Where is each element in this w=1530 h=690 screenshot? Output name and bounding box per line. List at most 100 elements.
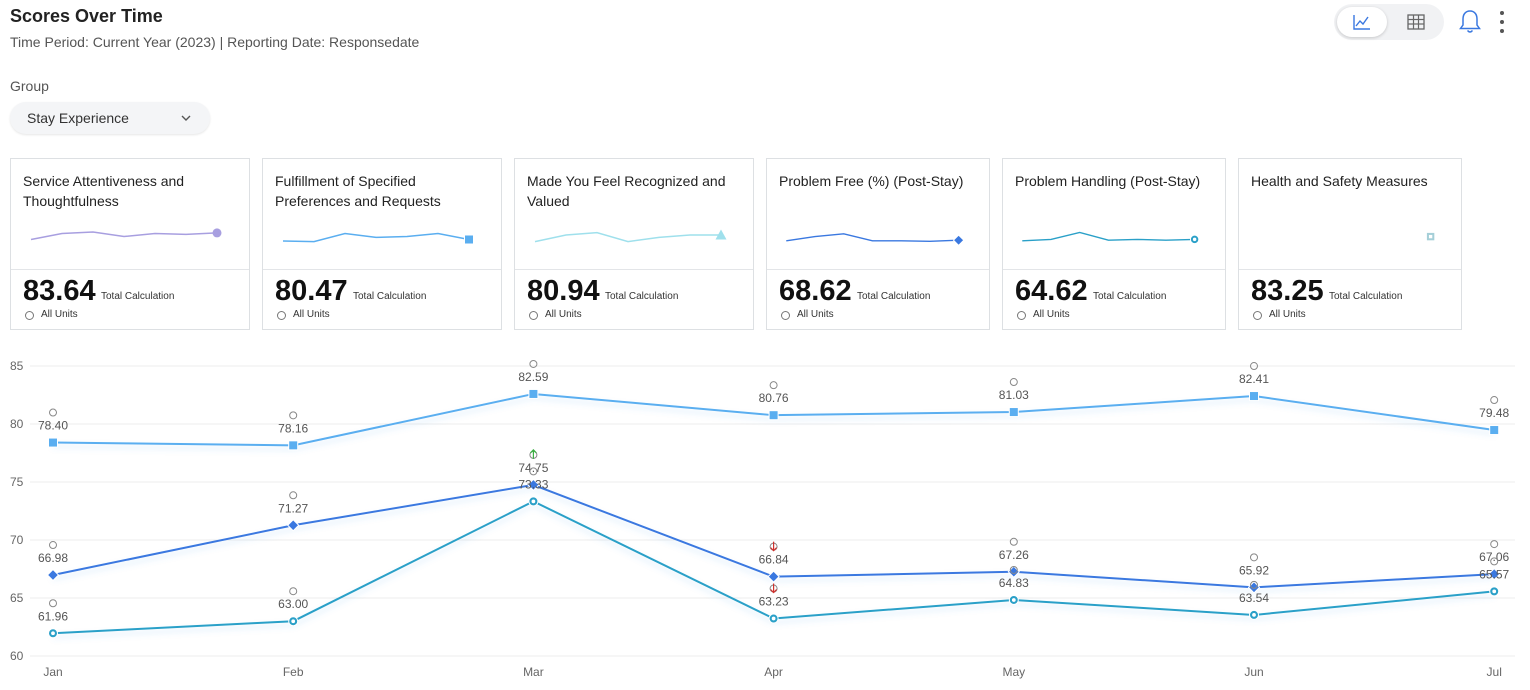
card-units-label: All Units xyxy=(797,309,834,320)
series-line xyxy=(52,500,1495,635)
card-divider xyxy=(1003,269,1225,270)
arrow-up-icon xyxy=(529,449,537,459)
metric-card[interactable]: Fulfillment of Specified Preferences and… xyxy=(262,158,502,330)
card-sparkline xyxy=(1425,231,1436,242)
benchmark-marker xyxy=(289,491,298,500)
card-calc-label: Total Calculation xyxy=(857,291,931,302)
table-view-button[interactable] xyxy=(1391,7,1441,37)
line-chart-view-button[interactable] xyxy=(1337,7,1387,37)
data-label: 63.23 xyxy=(759,595,789,609)
card-units-label: All Units xyxy=(545,309,582,320)
notifications-button[interactable] xyxy=(1458,9,1482,35)
metric-card[interactable]: Health and Safety Measures 83.25 Total C… xyxy=(1238,158,1462,330)
more-options-button[interactable] xyxy=(1494,10,1510,34)
card-divider xyxy=(767,269,989,270)
benchmark-marker xyxy=(1490,557,1499,566)
benchmark-marker xyxy=(1009,378,1018,387)
circle-icon xyxy=(1017,311,1026,320)
data-label: 71.27 xyxy=(278,501,308,515)
y-tick-label: 60 xyxy=(10,649,24,663)
x-tick-label: Mar xyxy=(523,665,544,679)
data-point xyxy=(48,437,58,448)
y-tick-label: 75 xyxy=(10,475,24,489)
card-calc-label: Total Calculation xyxy=(353,291,427,302)
card-calc-label: Total Calculation xyxy=(605,291,679,302)
bell-icon xyxy=(1459,10,1481,33)
card-value: 80.94 xyxy=(527,275,600,307)
card-sparkline xyxy=(282,232,474,245)
line-chart-icon xyxy=(1353,15,1370,30)
benchmark-marker xyxy=(1009,565,1018,574)
card-sparkline xyxy=(534,229,727,243)
y-tick-label: 65 xyxy=(10,591,24,605)
benchmark-marker xyxy=(49,408,57,417)
card-units-label: All Units xyxy=(1033,309,1070,320)
benchmark-marker xyxy=(289,587,298,596)
data-point xyxy=(1489,425,1500,436)
data-label: 66.84 xyxy=(759,553,789,567)
card-title: Problem Free (%) (Post-Stay) xyxy=(779,173,964,189)
metric-card[interactable]: Made You Feel Recognized and Valued 80.9… xyxy=(514,158,754,330)
data-point xyxy=(768,410,779,421)
data-label: 63.54 xyxy=(1239,591,1269,605)
dot-icon xyxy=(1500,11,1504,15)
metric-card[interactable]: Service Attentiveness and Thoughtfulness… xyxy=(10,158,250,330)
card-title: Health and Safety Measures xyxy=(1251,173,1428,189)
group-dropdown-value: Stay Experience xyxy=(27,110,129,126)
sparkline-line xyxy=(786,233,959,243)
card-divider xyxy=(515,269,753,270)
data-label: 67.06 xyxy=(1479,550,1509,564)
card-units-label: All Units xyxy=(1269,309,1306,320)
benchmark-marker xyxy=(1250,553,1258,562)
benchmark-marker xyxy=(1490,540,1499,549)
view-toggle xyxy=(1334,4,1444,40)
data-label: 65.92 xyxy=(1239,563,1269,577)
y-tick-label: 70 xyxy=(10,533,24,547)
circle-icon xyxy=(529,311,538,320)
dot-icon xyxy=(1500,20,1504,24)
group-label: Group xyxy=(10,78,49,94)
card-title: Fulfillment of Specified Preferences and… xyxy=(275,173,441,209)
card-calc-label: Total Calculation xyxy=(1093,291,1167,302)
sparkline-line xyxy=(534,231,721,243)
data-label: 79.48 xyxy=(1479,406,1509,420)
card-sparkline xyxy=(786,233,965,246)
card-divider xyxy=(1239,269,1461,270)
data-point xyxy=(527,478,540,492)
data-point xyxy=(767,570,780,583)
dot-icon xyxy=(1500,29,1504,33)
circle-icon xyxy=(25,311,34,320)
benchmark-marker xyxy=(49,541,57,550)
card-divider xyxy=(11,269,249,270)
benchmark-marker xyxy=(289,411,298,420)
data-point xyxy=(1008,407,1019,418)
card-title: Service Attentiveness and Thoughtfulness xyxy=(23,173,185,209)
card-value: 83.64 xyxy=(23,275,96,307)
metric-card[interactable]: Problem Handling (Post-Stay) 64.62 Total… xyxy=(1002,158,1226,330)
data-label: 82.41 xyxy=(1239,372,1269,386)
data-label: 78.16 xyxy=(278,421,308,435)
group-dropdown[interactable]: Stay Experience xyxy=(10,102,210,134)
benchmark-marker xyxy=(769,381,778,390)
sparkline-line xyxy=(30,231,218,241)
data-point xyxy=(1487,567,1501,581)
card-units-label: All Units xyxy=(293,309,330,320)
benchmark-marker xyxy=(1250,362,1258,371)
metric-card[interactable]: Problem Free (%) (Post-Stay) 68.62 Total… xyxy=(766,158,990,330)
data-label: 63.00 xyxy=(278,597,308,611)
data-label: 81.03 xyxy=(999,388,1029,402)
data-point xyxy=(288,440,299,451)
card-value: 80.47 xyxy=(275,275,348,307)
benchmark-marker xyxy=(1490,396,1499,405)
x-tick-label: Feb xyxy=(283,665,304,679)
data-label: 67.26 xyxy=(999,548,1029,562)
card-units-label: All Units xyxy=(41,309,78,320)
x-tick-label: Jul xyxy=(1487,665,1502,679)
data-label: 61.96 xyxy=(38,609,68,623)
card-calc-label: Total Calculation xyxy=(1329,291,1403,302)
card-calc-label: Total Calculation xyxy=(101,291,175,302)
circle-icon xyxy=(781,311,790,320)
data-point xyxy=(528,388,539,399)
sparkline-line xyxy=(1022,231,1195,242)
card-title: Problem Handling (Post-Stay) xyxy=(1015,173,1201,189)
